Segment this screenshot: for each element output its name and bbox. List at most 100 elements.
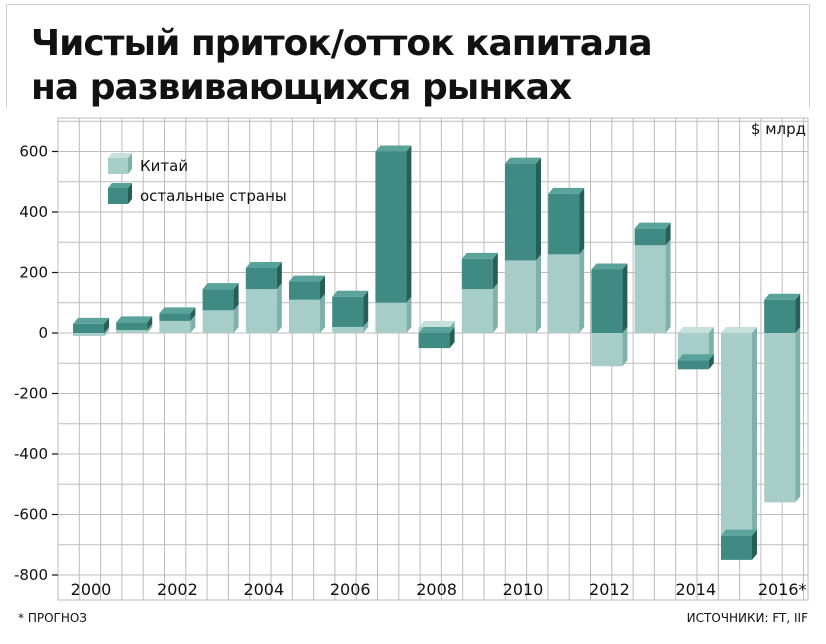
bar-others-front: [677, 360, 709, 370]
bar-china-side: [492, 283, 498, 333]
bar-china-side: [104, 327, 109, 337]
x-tick-label: 2002: [157, 580, 198, 599]
bar-china-side: [406, 296, 412, 333]
bar-china-side: [320, 293, 325, 333]
bar-china-side: [536, 254, 541, 333]
legend-others-swatch-top: [108, 183, 132, 188]
bar-china-side: [708, 327, 714, 361]
bar-others-front: [332, 296, 364, 327]
bar-others-front: [245, 267, 277, 290]
bar-others: [418, 327, 455, 349]
bar-others-side: [190, 307, 196, 321]
bar-others-top: [73, 317, 109, 324]
bar-china-front: [721, 333, 752, 536]
unit-label: $ млрд: [751, 120, 806, 138]
bar-china-top: [677, 327, 714, 333]
bar-china: [505, 254, 541, 333]
bar-china-front: [634, 245, 666, 333]
bar-others-top: [461, 252, 498, 259]
bar-others-front: [505, 163, 536, 261]
bar-others-front: [591, 269, 623, 333]
bar-china: [721, 327, 757, 536]
bar-others-side: [363, 290, 369, 327]
bar-others-side: [665, 222, 671, 246]
bar-others: [505, 157, 541, 261]
bar-china: [548, 248, 585, 333]
bar-others-side: [147, 316, 153, 330]
bar-china-side: [579, 248, 585, 333]
legend-others-label: остальные страны: [140, 187, 287, 205]
bar-others-top: [159, 307, 196, 314]
sources-note: ИСТОЧНИКИ: FT, IIF: [687, 611, 808, 625]
legend-others: остальные страны: [108, 183, 287, 205]
bar-others-front: [159, 313, 191, 321]
bar-china: [634, 239, 671, 333]
bar-others: [764, 293, 801, 333]
bar-others-front: [289, 281, 320, 300]
bar-others-side: [449, 327, 455, 349]
bar-others-top: [332, 290, 369, 297]
bar-china-side: [276, 283, 282, 333]
bar-others-side: [104, 317, 109, 333]
bar-china-side: [190, 314, 196, 333]
bar-others-top: [418, 327, 455, 333]
bar-others-front: [375, 151, 407, 303]
legend-china-label: Китай: [140, 157, 188, 175]
bar-others-front: [73, 323, 104, 333]
bar-china-front: [73, 333, 104, 337]
bar-others-top: [677, 354, 714, 361]
bar-others-side: [406, 145, 412, 303]
bar-others-front: [721, 535, 752, 560]
bar-china-front: [159, 320, 191, 333]
bar-china-front: [591, 333, 623, 367]
bar-others-top: [548, 187, 585, 194]
chart-title-line-2: на развивающихся рынках: [31, 67, 572, 108]
bar-china-front: [461, 289, 493, 333]
bar-others-top: [375, 145, 412, 152]
bar-others-front: [634, 228, 666, 246]
legend-china-swatch-top: [108, 153, 132, 158]
bar-others-top: [764, 293, 801, 300]
bar-china: [764, 327, 801, 503]
bar-others: [289, 275, 325, 300]
bar-china-side: [795, 327, 801, 503]
y-tick-label: 600: [19, 143, 48, 161]
bar-china-side: [363, 320, 369, 333]
bar-others-front: [418, 333, 450, 349]
bar-others-side: [276, 261, 282, 290]
bar-others: [73, 317, 109, 333]
bar-others-top: [116, 316, 153, 323]
x-tick-label: 2008: [416, 580, 457, 599]
bar-china-front: [245, 289, 277, 333]
bar-others: [116, 316, 153, 330]
bar-others: [202, 283, 239, 311]
bar-others-top: [202, 283, 239, 290]
bar-others-side: [752, 529, 757, 560]
bar-others: [375, 145, 412, 303]
bar-china-front: [202, 310, 234, 333]
title-box: Чистый приток/отток капитала на развиваю…: [6, 4, 810, 108]
bar-china-side: [665, 239, 671, 333]
bar-china-front: [505, 260, 536, 333]
bar-china: [461, 283, 498, 333]
x-tick-label: 2016*: [758, 580, 807, 599]
bar-china-front: [116, 329, 148, 333]
x-tick-label: 2004: [243, 580, 284, 599]
bar-others-side: [795, 293, 801, 333]
bar-others-top: [634, 222, 671, 229]
bar-others: [721, 529, 757, 560]
x-tick-label: 2000: [71, 580, 112, 599]
bar-others-top: [289, 275, 325, 282]
x-tick-label: 2012: [589, 580, 630, 599]
x-tick-label: 2014: [675, 580, 716, 599]
bar-others: [591, 263, 628, 333]
bar-others-side: [320, 275, 325, 300]
bar-others-side: [233, 283, 239, 311]
bar-china-top: [721, 327, 757, 333]
bar-china: [245, 283, 282, 333]
bar-china-side: [752, 327, 757, 536]
bar-china-side: [147, 323, 153, 333]
chart-title-line-1: Чистый приток/отток капитала: [31, 23, 653, 64]
bar-china-side: [622, 327, 628, 367]
bar-others-front: [202, 289, 234, 311]
